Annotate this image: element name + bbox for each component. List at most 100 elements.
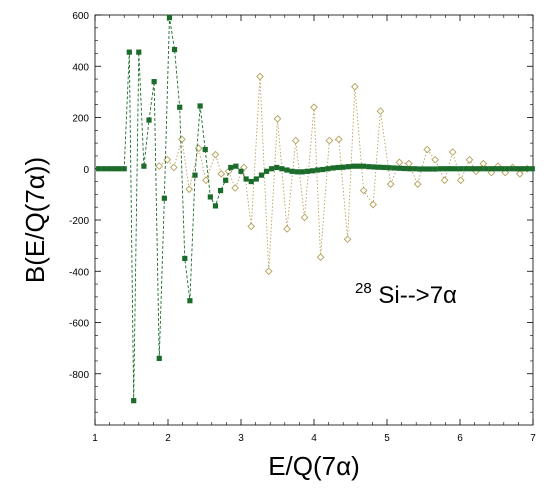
data-point-solid	[202, 146, 208, 153]
data-point-solid	[391, 165, 397, 171]
data-point-solid	[386, 165, 392, 171]
data-point-solid	[483, 166, 489, 172]
y-tick-label: -600	[69, 319, 89, 330]
x-tick-label: 3	[238, 433, 244, 444]
data-point-solid	[437, 166, 443, 172]
data-point-solid	[126, 49, 132, 55]
y-tick-label: -800	[69, 370, 89, 381]
data-point-solid	[499, 166, 505, 172]
data-point-open	[369, 200, 377, 209]
data-point-solid	[504, 166, 510, 172]
data-point-solid	[217, 187, 224, 194]
data-point-solid	[243, 176, 249, 182]
data-point-open	[155, 162, 164, 171]
data-point-solid	[412, 166, 418, 172]
data-point-open	[194, 144, 203, 153]
plot-frame	[94, 14, 534, 426]
data-point-solid	[468, 166, 474, 172]
y-tick-label: 600	[72, 11, 89, 22]
annotation-mass-number: 28	[355, 280, 372, 297]
data-point-open	[185, 185, 194, 194]
data-point-open	[264, 267, 273, 276]
data-point-open	[516, 170, 524, 178]
data-point-open	[465, 155, 474, 164]
data-point-solid	[447, 166, 454, 172]
data-point-solid	[258, 172, 265, 178]
data-point-solid	[427, 166, 433, 172]
series-open-line	[158, 76, 528, 272]
data-point-solid	[401, 165, 408, 172]
data-point-open	[395, 158, 404, 167]
data-point-solid	[101, 166, 107, 172]
data-point-solid	[279, 166, 285, 172]
x-tick-label: 5	[384, 433, 390, 444]
data-point-solid	[289, 168, 295, 174]
data-point-open	[456, 176, 465, 185]
data-point-solid	[417, 166, 423, 172]
x-tick-label: 2	[165, 433, 171, 444]
data-point-solid	[478, 166, 484, 172]
data-point-open	[202, 176, 210, 185]
data-point-open	[217, 170, 226, 178]
data-point-solid	[366, 164, 372, 170]
data-point-solid	[166, 14, 173, 21]
x-tick-label: 7	[530, 433, 536, 444]
data-point-solid	[320, 166, 326, 173]
data-point-solid	[355, 163, 362, 169]
data-point-open	[256, 72, 264, 81]
data-point-open	[413, 180, 422, 188]
data-point-solid	[238, 168, 244, 174]
data-point-solid	[493, 166, 500, 172]
chart-annotation: 28 Si-->7α	[355, 272, 457, 309]
series-layer	[96, 14, 535, 404]
data-point-solid	[269, 166, 275, 172]
data-point-solid	[131, 398, 137, 404]
data-point-solid	[350, 163, 357, 169]
data-point-solid	[106, 166, 112, 172]
data-point-open	[386, 180, 395, 188]
data-point-open	[325, 136, 334, 145]
ticks-layer: 1 2 3 4 5 6 7 600 400 200 0 -200 -400 -600 -800	[69, 11, 536, 444]
data-point-open	[247, 222, 256, 231]
data-point-open	[310, 103, 318, 112]
data-point-solid	[519, 166, 525, 172]
data-point-solid	[212, 203, 219, 209]
data-point-open	[170, 163, 178, 172]
data-point-solid	[248, 178, 254, 185]
data-point-solid	[325, 166, 331, 172]
data-point-solid	[524, 166, 530, 172]
y-tick-label: 0	[83, 165, 89, 176]
data-point-open	[405, 159, 413, 168]
data-point-solid	[361, 163, 367, 169]
data-point-solid	[529, 166, 535, 172]
data-point-open	[178, 135, 186, 144]
data-point-solid	[473, 166, 479, 172]
data-point-solid	[136, 49, 142, 55]
data-point-solid	[309, 168, 316, 174]
data-point-open	[273, 114, 282, 123]
data-point-solid	[514, 166, 520, 172]
x-tick-label: 6	[457, 433, 463, 444]
data-point-solid	[376, 164, 382, 170]
data-point-solid	[207, 194, 213, 200]
data-point-open	[291, 136, 300, 145]
data-point-open	[334, 135, 343, 144]
data-point-solid	[340, 164, 346, 170]
data-point-solid	[442, 166, 448, 172]
data-point-solid	[146, 117, 152, 123]
y-axis-title: B(E/Q(7α))	[20, 157, 50, 283]
data-point-open	[211, 150, 220, 159]
data-point-solid	[371, 164, 377, 170]
data-point-solid	[233, 163, 239, 169]
y-tick-label: 400	[72, 62, 89, 73]
annotation-text: Si-->7α	[378, 282, 457, 309]
data-point-open	[224, 167, 233, 176]
data-point-solid	[228, 164, 234, 171]
data-point-solid	[111, 166, 117, 172]
data-point-open	[343, 235, 352, 244]
y-tick-label: -200	[69, 216, 89, 227]
data-point-solid	[197, 103, 203, 109]
series-solid-line	[98, 17, 533, 401]
data-point-open	[440, 176, 449, 185]
data-point-solid	[156, 355, 162, 361]
